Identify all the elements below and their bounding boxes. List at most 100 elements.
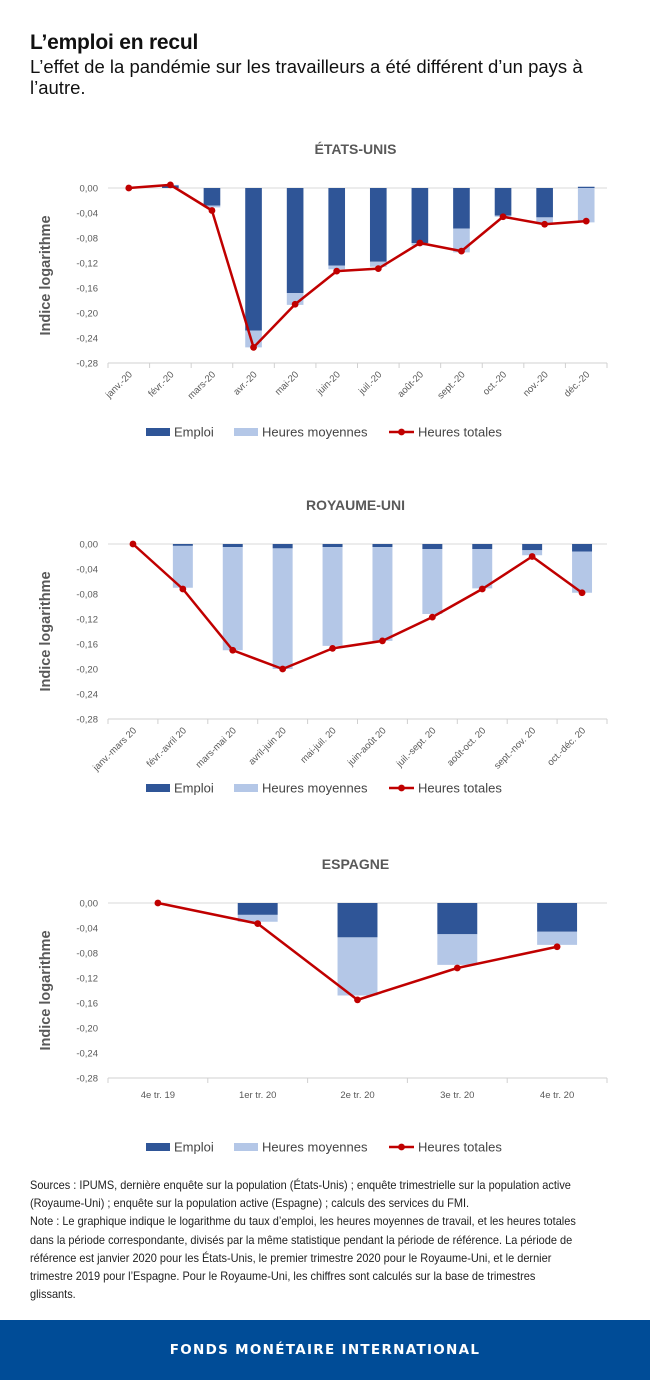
- legend-label-heures-totales: Heures totales: [418, 425, 502, 440]
- x-tick-label: févr.-avril 20: [145, 725, 189, 769]
- x-tick-label: août-oct. 20: [445, 725, 488, 768]
- chart-etats-unis: ÉTATS-UNIS Indice logarithme 0,00 -0,04 -0,0…: [0, 130, 650, 460]
- bar-heures-moyennes: [369, 261, 387, 267]
- bar-emploi: [577, 186, 595, 188]
- bar-emploi: [369, 188, 387, 262]
- point-heures-totales: [279, 665, 287, 673]
- bar-emploi: [245, 188, 262, 331]
- y-tick-label: -0,24: [76, 690, 98, 701]
- x-tick-label: 2e tr. 20: [340, 1090, 374, 1101]
- legend-marker-heures-totales: [398, 428, 405, 436]
- point-heures-totales: [250, 343, 257, 351]
- chart-royaume-uni: ROYAUME-UNI Indice logarithme 0,00 -0,04 -0,…: [0, 486, 650, 816]
- bar-heures-moyennes: [272, 548, 293, 669]
- legend-label-emploi: Emploi: [174, 1140, 214, 1155]
- legend-label-heures-totales: Heures totales: [418, 1140, 502, 1155]
- x-tick-label: oct.-déc. 20: [545, 725, 588, 768]
- legend-swatch-heures-moyennes: [234, 428, 258, 436]
- legend-label-heures-totales: Heures totales: [418, 781, 502, 796]
- point-heures-totales: [254, 920, 262, 928]
- bar-emploi: [494, 188, 512, 216]
- bar-heures-moyennes: [372, 547, 393, 641]
- page-title: L’emploi en recul: [30, 31, 199, 54]
- chart-title: ESPAGNE: [322, 856, 389, 872]
- point-heures-totales: [478, 585, 486, 593]
- note-text: Note : Le graphique indique le logarithm…: [30, 1214, 576, 1302]
- chart-svg: ESPAGNE Indice logarithme 0,00 -0,04 -0,08 -0…: [38, 856, 608, 1155]
- chart-title: ÉTATS-UNIS: [315, 141, 397, 157]
- x-tick-label: mai-juil. 20: [298, 725, 338, 765]
- legend-swatch-heures-moyennes: [234, 1143, 258, 1151]
- point-heures-totales: [125, 184, 133, 192]
- bar-emploi: [536, 188, 553, 218]
- x-tick-label: juil.-sept. 20: [394, 725, 439, 770]
- legend: Emploi Heures moyennes Heures totales: [146, 425, 502, 440]
- y-tick-label: -0,28: [76, 1074, 98, 1085]
- x-tick-label: avr.-20: [231, 369, 259, 397]
- footer-banner: FONDS MONÉTAIRE INTERNATIONAL: [0, 1320, 650, 1380]
- bar-emploi: [422, 544, 443, 549]
- x-tick-label: févr.-20: [146, 369, 176, 399]
- point-heures-totales: [553, 943, 561, 951]
- y-tick-label: -0,12: [76, 259, 98, 270]
- bar-emploi: [322, 544, 343, 548]
- point-heures-totales: [458, 247, 465, 255]
- x-tick-label: nov.-20: [521, 369, 551, 399]
- point-heures-totales: [416, 239, 424, 247]
- point-heures-totales: [129, 540, 137, 548]
- bar-heures-moyennes: [472, 549, 493, 589]
- line-heures-totales: [128, 183, 587, 349]
- y-tick-label: -0,16: [76, 284, 98, 295]
- point-heures-totales: [208, 207, 216, 214]
- y-axis-label: Indice logarithme: [38, 571, 54, 691]
- legend-marker-heures-totales: [398, 1143, 405, 1151]
- bar-heures-moyennes: [536, 217, 553, 223]
- bar-heures-moyennes: [437, 934, 478, 965]
- bar-heures-moyennes: [422, 549, 443, 614]
- point-heures-totales: [179, 585, 187, 593]
- bar-emploi: [286, 188, 304, 293]
- bar-emploi: [272, 544, 293, 549]
- header: L’emploi en recul L’effet de la pandémie…: [30, 30, 630, 98]
- y-tick-label: -0,24: [76, 334, 98, 345]
- point-heures-totales: [582, 217, 590, 225]
- point-heures-totales: [374, 265, 382, 273]
- x-tick-label: avril-juin 20: [247, 725, 289, 767]
- x-tick-label: 1er tr. 20: [239, 1090, 277, 1101]
- y-tick-label: 0,00: [80, 899, 99, 910]
- point-heures-totales: [541, 220, 549, 228]
- bar-emploi: [472, 544, 493, 549]
- y-axis-label: Indice logarithme: [38, 930, 54, 1050]
- bar-emploi: [222, 544, 243, 548]
- legend-swatch-heures-moyennes: [234, 784, 258, 792]
- legend-label-emploi: Emploi: [174, 425, 214, 440]
- y-tick-label: -0,20: [76, 1024, 98, 1035]
- bar-emploi: [411, 188, 429, 243]
- bar-emploi: [328, 188, 346, 266]
- point-heures-totales: [428, 613, 436, 621]
- point-heures-totales: [154, 899, 162, 907]
- y-tick-label: -0,20: [76, 309, 98, 320]
- legend-label-heures-moyennes: Heures moyennes: [262, 1140, 368, 1155]
- point-heures-totales: [166, 181, 174, 189]
- y-tick-label: -0,16: [76, 640, 98, 651]
- point-heures-totales: [578, 589, 586, 597]
- bar-heures-moyennes: [172, 545, 193, 588]
- bar-emploi: [372, 544, 393, 548]
- chart-espagne: ESPAGNE Indice logarithme 0,00 -0,04 -0,08 -0…: [0, 845, 650, 1175]
- legend-label-heures-moyennes: Heures moyennes: [262, 425, 368, 440]
- y-tick-label: -0,24: [76, 1049, 98, 1060]
- bar-emploi: [337, 903, 378, 938]
- y-tick-label: -0,08: [76, 234, 98, 245]
- chart-svg: ROYAUME-UNI Indice logarithme 0,00 -0,04 -0,…: [38, 497, 608, 796]
- bar-heures-moyennes: [537, 931, 578, 945]
- bar-heures-moyennes: [237, 914, 278, 922]
- y-tick-label: -0,08: [76, 590, 98, 601]
- x-tick-label: août-20: [395, 369, 426, 400]
- y-tick-label: -0,08: [76, 949, 98, 960]
- sources-text: Sources : IPUMS, dernière enquête sur la…: [30, 1178, 571, 1211]
- x-tick-label: janv.-20: [103, 369, 135, 401]
- y-tick-label: -0,12: [76, 974, 98, 985]
- bar-emploi: [203, 188, 221, 206]
- legend: Emploi Heures moyennes Heures totales: [146, 781, 502, 796]
